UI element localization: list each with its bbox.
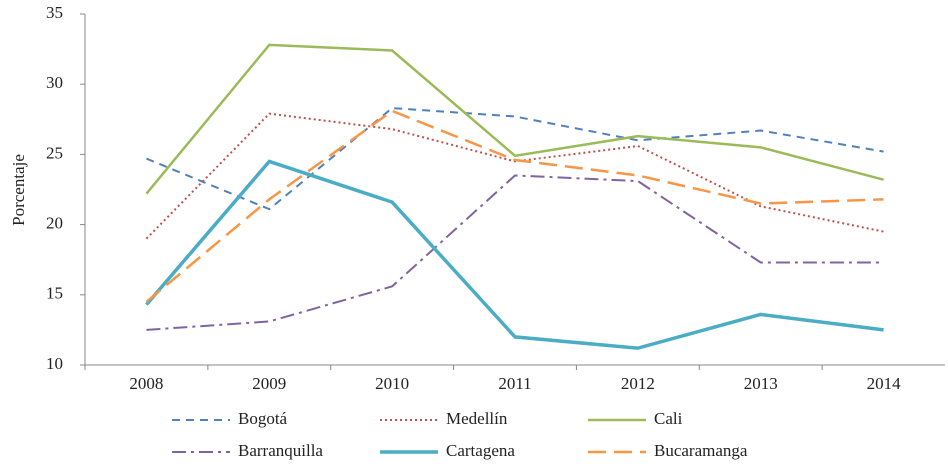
legend-label: Medellín	[446, 409, 508, 428]
legend-label: Barranquilla	[238, 441, 323, 460]
series-line	[145, 109, 884, 303]
legend-label: Cartagena	[446, 441, 515, 460]
y-tick-label: 10	[46, 354, 63, 373]
y-tick-label: 20	[46, 214, 63, 233]
legend-label: Bogotá	[238, 409, 288, 428]
y-axis-label: Porcentaje	[9, 154, 28, 226]
series-line	[146, 107, 884, 211]
legend-label: Cali	[654, 409, 683, 428]
series-line	[145, 112, 884, 240]
series-line	[145, 159, 884, 350]
y-tick-label: 35	[46, 3, 63, 22]
x-tick-label: 2009	[252, 374, 286, 393]
y-tick-label: 30	[46, 73, 63, 92]
x-tick-label: 2013	[744, 374, 778, 393]
series-line	[146, 174, 884, 331]
y-tick-label: 25	[46, 143, 63, 162]
y-tick-label: 15	[46, 284, 63, 303]
x-tick-label: 2008	[129, 374, 163, 393]
x-tick-label: 2014	[867, 374, 902, 393]
legend-label: Bucaramanga	[654, 441, 748, 460]
series-line	[145, 43, 884, 195]
x-tick-label: 2011	[498, 374, 531, 393]
x-tick-label: 2010	[375, 374, 409, 393]
x-tick-label: 2012	[621, 374, 655, 393]
